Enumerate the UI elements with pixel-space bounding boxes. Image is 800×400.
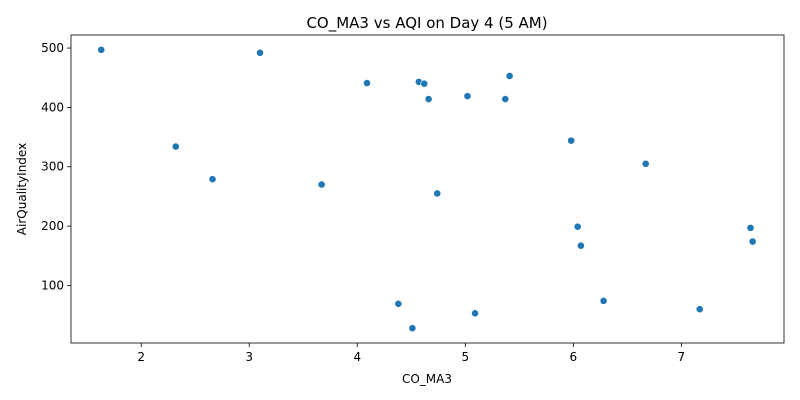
- data-point: [256, 48, 264, 57]
- data-point: [501, 95, 510, 103]
- x-tick-label: 4: [353, 350, 361, 364]
- data-point: [208, 175, 217, 184]
- y-tick-label: 500: [41, 41, 64, 55]
- data-point: [317, 180, 326, 189]
- chart-title: CO_MA3 vs AQI on Day 4 (5 AM): [306, 14, 547, 33]
- data-point: [394, 299, 403, 308]
- data-point: [599, 296, 608, 305]
- data-points: [97, 45, 757, 333]
- y-tick-label: 400: [41, 100, 64, 114]
- data-point: [567, 136, 576, 145]
- x-tick-label: 3: [245, 350, 253, 364]
- x-tick-label: 7: [678, 350, 686, 364]
- data-point: [420, 79, 429, 88]
- y-tick-label: 200: [41, 219, 64, 233]
- plot-frame: [70, 34, 785, 344]
- data-point: [363, 79, 371, 87]
- data-point: [171, 142, 180, 151]
- data-point: [97, 45, 106, 54]
- data-point: [408, 324, 417, 333]
- axis-ticks: 2 3 4 5 6 7 100 200 300 400 500: [41, 41, 685, 364]
- data-point: [695, 305, 704, 314]
- y-tick-label: 300: [41, 160, 64, 174]
- data-point: [471, 309, 479, 318]
- data-point: [641, 159, 650, 168]
- x-tick-label: 6: [570, 350, 578, 364]
- x-axis-label: CO_MA3: [402, 372, 452, 386]
- data-point: [433, 189, 442, 198]
- y-axis-label: AirQualityIndex: [15, 143, 29, 235]
- x-tick-label: 5: [461, 350, 469, 364]
- data-point: [573, 222, 582, 231]
- data-point: [505, 72, 514, 80]
- y-tick-label: 100: [41, 278, 64, 292]
- x-tick-label: 2: [137, 350, 145, 364]
- data-point: [463, 92, 472, 101]
- data-point: [424, 95, 433, 103]
- data-point: [746, 223, 755, 232]
- data-point: [748, 237, 757, 246]
- data-point: [577, 241, 585, 250]
